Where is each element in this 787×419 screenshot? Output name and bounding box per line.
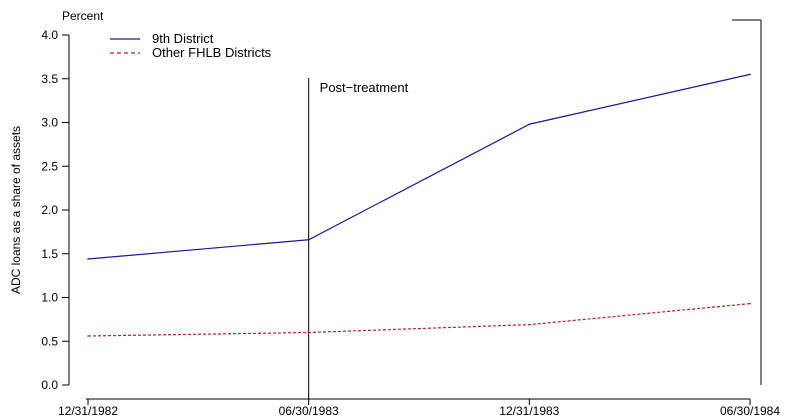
post-treatment-label: Post−treatment (320, 80, 409, 95)
y-tick-label: 1.5 (41, 247, 58, 261)
y-ticks: 0.0 0.5 1.0 1.5 2.0 2.5 3.0 3.5 4.0 (41, 28, 69, 392)
legend-label-9th-district: 9th District (152, 31, 214, 46)
series-0-point (528, 123, 531, 126)
series-line-1 (87, 303, 751, 337)
y-tick-label: 3.0 (41, 116, 58, 130)
legend-label-other-fhlb-districts: Other FHLB Districts (152, 45, 272, 60)
series-0-point (307, 238, 310, 241)
y-tick-label: 1.0 (41, 291, 58, 305)
y-axis-label: ADC loans as a share of assets (9, 126, 23, 294)
y-tick-label: 2.5 (41, 159, 58, 173)
y-tick-label: 0.5 (41, 334, 58, 348)
series-0-point (87, 258, 89, 260)
series-layer (87, 73, 751, 337)
x-ticks: 12/31/1982 06/30/1983 12/31/1983 06/30/1984 (58, 399, 780, 418)
series-1-point (528, 323, 531, 326)
y-tick-label: 0.0 (41, 378, 58, 392)
x-tick-label: 12/31/1982 (58, 404, 118, 418)
series-1-point (307, 331, 310, 334)
series-line-0 (87, 73, 751, 260)
legend: 9th District Other FHLB Districts (110, 31, 272, 60)
series-0-point (749, 73, 751, 76)
x-tick-label: 06/30/1983 (279, 404, 339, 418)
y-tick-label: 2.0 (41, 203, 58, 217)
y-tick-label: 3.5 (41, 72, 58, 86)
y-unit-label: Percent (62, 9, 104, 23)
x-tick-label: 12/31/1983 (499, 404, 559, 418)
series-1-point (87, 335, 89, 337)
axes (68, 19, 762, 400)
y-tick-label: 4.0 (41, 28, 58, 42)
series-1-point (749, 302, 751, 305)
x-tick-label: 06/30/1984 (720, 404, 780, 418)
